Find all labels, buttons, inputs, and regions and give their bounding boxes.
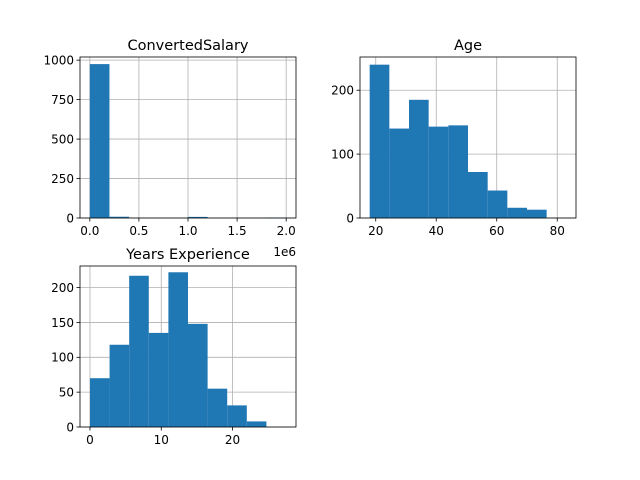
x-tick-label: 20 <box>368 224 383 238</box>
y-tick-label: 50 <box>59 385 74 399</box>
chart-title: ConvertedSalary <box>127 38 248 54</box>
subplot-converted-salary: 0.0 0.5 1.0 1.5 2.0 0 250 500 750 1000 ConvertedSa… <box>43 38 297 259</box>
chart-title: Age <box>454 38 482 54</box>
histogram-bar <box>428 126 449 218</box>
subplot-age: 20 40 60 80 0 100 200 Age <box>331 38 577 238</box>
x-tick-label: 80 <box>550 224 565 238</box>
x-tick-label: 20 <box>225 433 240 447</box>
x-tick-label: 40 <box>429 224 444 238</box>
y-tick-label: 100 <box>51 351 74 365</box>
histogram-bar <box>207 388 228 427</box>
axes-frame <box>359 56 577 219</box>
histogram-bar <box>148 332 169 427</box>
histogram-bar <box>468 172 488 218</box>
histogram-bar <box>389 128 410 218</box>
histogram-bar <box>409 99 429 218</box>
y-tick-label: 0 <box>66 211 74 225</box>
y-tick-label: 250 <box>51 172 74 186</box>
histogram-bar <box>526 209 547 218</box>
x-tick-label: 0.0 <box>80 224 99 238</box>
histogram-bar <box>89 64 110 219</box>
x-tick-label: 60 <box>489 224 504 238</box>
histogram-bar <box>168 272 188 427</box>
x-offset-label: 1e6 <box>273 245 296 259</box>
histogram-bar <box>188 216 208 218</box>
histogram-bar <box>109 216 130 218</box>
y-tick-label: 200 <box>51 281 74 295</box>
histogram-bar <box>89 378 110 427</box>
histogram-bar <box>227 405 247 427</box>
y-tick-label: 200 <box>331 84 354 98</box>
histogram-bar <box>507 207 527 218</box>
histogram-bar <box>129 275 149 427</box>
y-tick-label: 0 <box>66 420 74 434</box>
x-tick-label: 1.5 <box>228 224 247 238</box>
histogram-bar <box>109 344 130 427</box>
y-tick-label: 0 <box>346 211 354 225</box>
x-tick-label: 0 <box>86 433 94 447</box>
histogram-bar <box>369 64 390 219</box>
x-tick-label: 0.5 <box>129 224 148 238</box>
y-tick-label: 750 <box>51 93 74 107</box>
y-tick-label: 1000 <box>43 53 74 67</box>
histogram-bar <box>448 125 468 218</box>
x-tick-label: 2.0 <box>277 224 296 238</box>
x-tick-label: 10 <box>154 433 169 447</box>
histogram-bar <box>487 190 508 218</box>
histogram-bar <box>246 421 267 427</box>
y-tick-label: 500 <box>51 132 74 146</box>
y-tick-label: 100 <box>331 147 354 161</box>
y-tick-label: 150 <box>51 316 74 330</box>
chart-title: Years Experience <box>125 247 250 263</box>
x-tick-label: 1.0 <box>178 224 197 238</box>
histogram-bar <box>188 323 208 427</box>
axes-frame <box>79 265 297 428</box>
